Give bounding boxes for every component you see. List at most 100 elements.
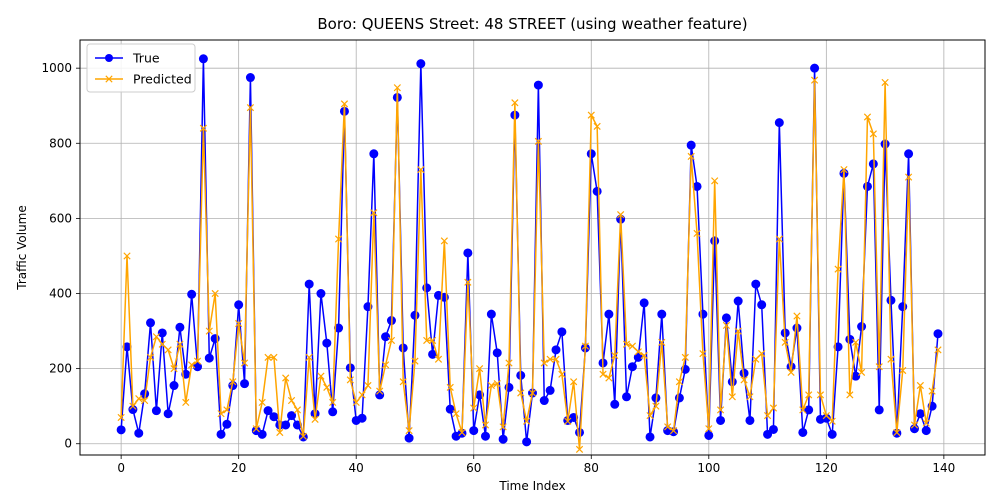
data-point-predicted bbox=[746, 393, 754, 401]
data-point-predicted bbox=[664, 423, 672, 431]
x-tick-label: 140 bbox=[932, 461, 955, 475]
data-point-predicted bbox=[675, 378, 684, 386]
data-point-true bbox=[357, 413, 367, 423]
data-point-predicted bbox=[846, 391, 854, 399]
data-point-predicted bbox=[528, 389, 537, 397]
data-point-predicted bbox=[628, 342, 637, 350]
data-point-predicted bbox=[205, 327, 213, 335]
data-point-true bbox=[316, 289, 326, 299]
data-point-predicted bbox=[687, 152, 695, 161]
data-point-predicted bbox=[428, 336, 437, 345]
data-point-predicted bbox=[910, 421, 919, 429]
data-point-true bbox=[551, 345, 561, 355]
data-point-true bbox=[622, 392, 632, 402]
data-point-predicted bbox=[752, 355, 760, 363]
data-point-predicted bbox=[352, 398, 360, 407]
data-point-true bbox=[575, 427, 585, 437]
data-point-true bbox=[933, 329, 943, 339]
data-point-predicted bbox=[793, 312, 801, 320]
data-point-true bbox=[904, 149, 914, 159]
data-point-predicted bbox=[581, 342, 590, 350]
data-point-true bbox=[827, 429, 837, 439]
data-point-true bbox=[204, 353, 214, 363]
legend-label-true: True bbox=[132, 51, 160, 66]
data-point-predicted bbox=[305, 353, 313, 361]
legend-label-predicted: Predicted bbox=[133, 72, 192, 87]
data-point-predicted bbox=[834, 265, 842, 273]
legend-marker-predicted bbox=[105, 75, 113, 83]
data-point-predicted bbox=[781, 338, 789, 346]
data-point-true bbox=[281, 420, 291, 430]
data-point-predicted bbox=[822, 411, 830, 420]
data-point-predicted bbox=[522, 417, 531, 425]
data-point-predicted bbox=[146, 353, 155, 361]
data-point-predicted bbox=[293, 406, 302, 414]
data-point-true bbox=[545, 385, 555, 395]
data-point-true bbox=[404, 433, 414, 443]
data-point-predicted bbox=[258, 398, 266, 407]
data-point-predicted bbox=[340, 100, 349, 108]
data-point-predicted bbox=[699, 349, 707, 358]
data-point-predicted bbox=[452, 410, 460, 418]
x-tick-label: 40 bbox=[349, 461, 364, 475]
data-point-predicted bbox=[904, 173, 913, 181]
data-point-predicted bbox=[240, 359, 249, 367]
data-point-predicted bbox=[129, 402, 137, 410]
data-point-true bbox=[686, 140, 696, 150]
data-point-true bbox=[768, 424, 778, 434]
data-point-true bbox=[522, 437, 532, 447]
data-point-predicted bbox=[652, 402, 660, 410]
data-point-predicted bbox=[887, 355, 895, 363]
data-point-predicted bbox=[722, 321, 731, 330]
data-point-true bbox=[375, 390, 385, 400]
legend: True Predicted bbox=[86, 43, 196, 93]
data-point-predicted bbox=[387, 336, 396, 345]
data-point-predicted bbox=[334, 235, 343, 243]
data-point-predicted bbox=[705, 425, 713, 433]
data-point-predicted bbox=[558, 370, 566, 378]
data-point-predicted bbox=[446, 383, 454, 392]
data-point-predicted bbox=[728, 393, 736, 401]
data-point-true bbox=[557, 327, 567, 337]
data-point-predicted bbox=[875, 363, 883, 371]
data-point-predicted bbox=[464, 278, 472, 286]
x-tick-label: 20 bbox=[231, 461, 246, 475]
y-axis: 0 200 400 600 800 1000 bbox=[41, 61, 80, 451]
data-point-predicted bbox=[605, 374, 613, 382]
data-point-true bbox=[727, 377, 737, 387]
data-point-true bbox=[410, 310, 420, 320]
data-point-predicted bbox=[423, 336, 431, 345]
data-point-true bbox=[416, 59, 426, 69]
data-point-predicted bbox=[264, 353, 272, 361]
data-point-true bbox=[157, 328, 167, 338]
data-point-true bbox=[592, 186, 602, 196]
data-point-predicted bbox=[893, 428, 901, 437]
data-point-predicted bbox=[863, 113, 872, 121]
data-point-predicted bbox=[176, 340, 184, 348]
data-point-predicted bbox=[634, 348, 642, 356]
data-point-predicted bbox=[358, 391, 366, 399]
x-tick-label: 120 bbox=[815, 461, 838, 475]
data-point-predicted bbox=[599, 370, 607, 378]
data-point-predicted bbox=[734, 327, 742, 335]
series-line-predicted bbox=[120, 79, 939, 451]
data-point-true bbox=[915, 409, 925, 419]
data-point-predicted bbox=[170, 364, 178, 373]
data-point-predicted bbox=[411, 357, 419, 365]
data-point-predicted bbox=[716, 406, 725, 414]
data-point-predicted bbox=[534, 137, 543, 146]
data-point-predicted bbox=[922, 419, 930, 427]
data-point-true bbox=[757, 300, 767, 310]
data-point-true bbox=[175, 322, 185, 332]
data-point-predicted bbox=[517, 389, 525, 397]
data-point-true bbox=[498, 434, 508, 444]
plot-frame bbox=[79, 39, 986, 456]
data-point-true bbox=[486, 309, 496, 319]
data-point-predicted bbox=[810, 76, 819, 84]
data-point-true bbox=[146, 318, 156, 328]
data-point-predicted bbox=[711, 177, 719, 185]
data-point-true bbox=[733, 296, 743, 306]
data-point-predicted bbox=[458, 428, 466, 437]
x-axis: 0 20 40 60 80 100 120 140 bbox=[117, 455, 955, 475]
